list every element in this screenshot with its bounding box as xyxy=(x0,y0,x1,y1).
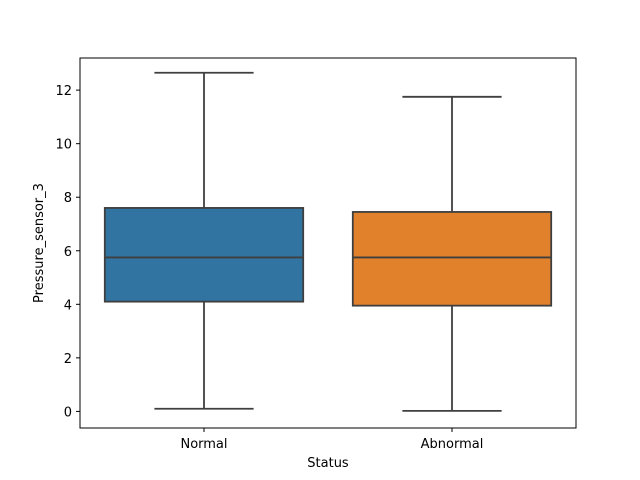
x-axis-ticks: Normal Abnormal xyxy=(180,428,483,452)
y-axis-ticks: 0 2 4 6 8 10 12 xyxy=(55,84,80,420)
y-tick-label: 8 xyxy=(64,191,72,206)
y-axis-label: Pressure_sensor_3 xyxy=(32,183,47,303)
box-abnormal xyxy=(351,95,553,412)
boxes-layer xyxy=(103,71,553,412)
y-tick-label: 0 xyxy=(64,405,72,420)
y-tick-label: 6 xyxy=(64,245,72,260)
plot-frame xyxy=(79,57,577,429)
x-axis-label: Status xyxy=(307,456,349,471)
x-tick-label: Abnormal xyxy=(421,437,484,452)
y-tick-label: 4 xyxy=(64,298,72,313)
x-tick-label: Normal xyxy=(180,437,227,452)
y-tick-label: 10 xyxy=(55,138,72,153)
y-tick-label: 2 xyxy=(64,352,72,367)
iqr-box xyxy=(103,207,305,303)
box-normal xyxy=(103,71,305,410)
iqr-box xyxy=(351,211,553,307)
y-tick-label: 12 xyxy=(55,84,72,99)
